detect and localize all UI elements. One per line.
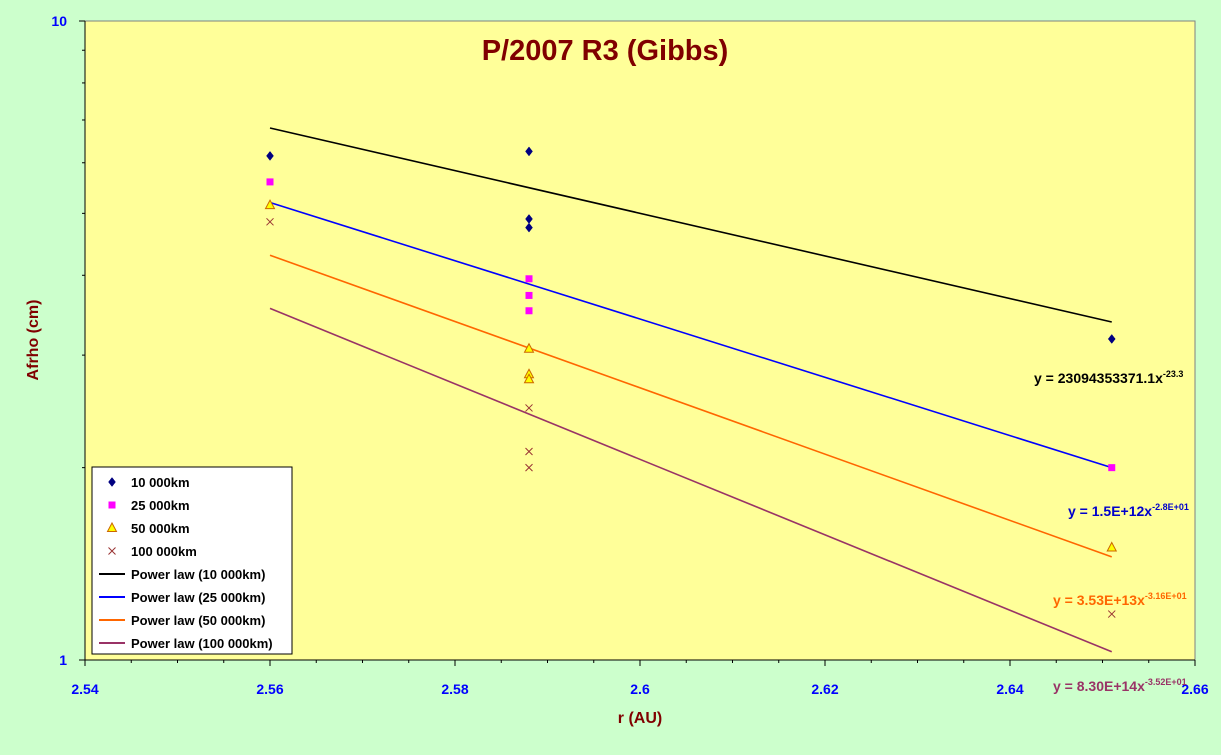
data-point-diamond (1107, 334, 1116, 344)
legend-marker-triangle (106, 521, 118, 532)
x-axis-label: r (AU) (618, 710, 662, 727)
legend-marker-diamond (108, 477, 116, 487)
x-tick-label: 2.66 (1181, 681, 1208, 697)
y-tick-label: 1 (59, 652, 67, 668)
axes-layer: 2.54 2.56 2.58 2.6 2.62 2.64 2.66 1 10 (51, 13, 1208, 697)
legend-marker-x (108, 547, 116, 555)
trendline (269, 127, 1112, 323)
x-tick-label: 2.6 (630, 681, 650, 697)
data-point-diamond (525, 222, 533, 233)
data-point-square (525, 307, 533, 315)
x-tick-label: 2.56 (256, 681, 283, 697)
chart-title: P/2007 R3 (Gibbs) (482, 35, 729, 67)
data-point-square (1108, 464, 1116, 472)
data-point-x (525, 447, 533, 456)
data-point-square (266, 178, 274, 186)
legend-entry-label: Power law (100 000km) (131, 636, 273, 651)
x-tick-label: 2.64 (996, 681, 1023, 697)
trendline (269, 201, 1112, 469)
legend: 10 000km 25 000km 50 000km 100 000km Power l… (91, 466, 293, 655)
data-point-x (525, 404, 533, 412)
data-point-x (1107, 610, 1116, 618)
data-point-x (525, 463, 533, 472)
legend-entry-label: Power law (25 000km) (131, 590, 265, 605)
data-point-square (525, 275, 533, 283)
trendline-equation: y = 23094353371.1x-23.3 (1034, 369, 1183, 386)
legend-entry-label: 50 000km (131, 521, 190, 536)
x-tick-label: 2.54 (71, 681, 98, 697)
x-tick-label: 2.62 (811, 681, 838, 697)
trendline-exponent: -3.52E+01 (1145, 677, 1187, 687)
legend-entry-label: 25 000km (131, 498, 190, 513)
legend-entry-label: 10 000km (131, 475, 190, 490)
data-point-x (266, 217, 274, 226)
data-point-square (525, 291, 533, 299)
trendlines-layer (269, 127, 1113, 653)
data-point-triangle (523, 342, 535, 353)
data-point-triangle (1106, 541, 1118, 552)
data-point-diamond (525, 146, 533, 157)
trendline-exponent: -3.16E+01 (1145, 591, 1187, 601)
points-layer (264, 146, 1118, 618)
x-tick-label: 2.58 (441, 681, 468, 697)
legend-entry-label: Power law (10 000km) (131, 567, 265, 582)
trendline (269, 254, 1113, 558)
data-point-triangle (264, 199, 276, 210)
y-tick-label: 10 (51, 13, 67, 29)
legend-marker-square (108, 501, 116, 509)
trendline-exponent: -2.8E+01 (1152, 502, 1189, 512)
y-axis-label: Afrho (cm) (25, 300, 42, 381)
trendline (269, 307, 1113, 653)
data-point-triangle (523, 373, 535, 384)
data-point-diamond (266, 151, 274, 161)
legend-box (91, 466, 293, 655)
legend-entry-label: Power law (50 000km) (131, 613, 265, 628)
legend-entry-label: 100 000km (131, 544, 197, 559)
trendline-exponent: -23.3 (1163, 369, 1184, 379)
